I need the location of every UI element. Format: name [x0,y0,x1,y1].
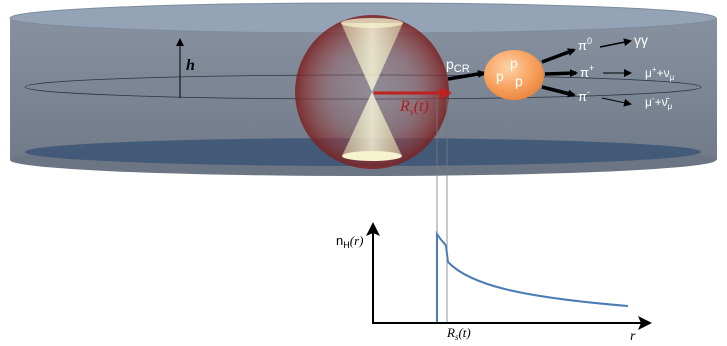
height-label: h [186,57,195,74]
piplus-label: π+ [580,63,594,80]
pi0-label: π0 [578,36,592,53]
density-profile: nH(r) r Rs(t) [336,222,652,344]
density-curve [436,230,629,322]
gamma-label: γγ [634,32,648,48]
piplus-arrow [544,69,578,78]
reaction-chain: pCR p p p π0 γγ π+ μ++νμ π- μ-+ν̄μ [446,32,675,111]
cosmic-ray-arrow [447,70,486,81]
proton-3: p [515,73,523,89]
x-tick-label: Rs(t) [446,325,471,342]
cosmic-ray-label: pCR [446,56,470,75]
muplus-label: μ++νμ [645,65,675,82]
proton-2: p [496,68,504,84]
gamma-arrow [599,38,632,48]
upper-cone-cap [341,18,403,28]
radius-label: Rs(t) [399,98,429,118]
remnant-sphere [295,15,449,169]
piminus-label: π- [578,87,590,104]
lower-cone [342,92,402,156]
pi0-arrow [541,48,576,64]
proton-target [484,50,544,100]
muminus-arrow [601,97,632,107]
upper-cone [341,23,403,92]
lower-cone-cap [342,151,402,161]
proton-1: p [510,55,518,71]
y-axis-label: nH(r) [336,233,363,250]
piminus-arrow [541,85,576,98]
x-axis-label: r [630,329,636,344]
muminus-label: μ-+ν̄μ [645,94,673,111]
height-marker: h [176,38,195,98]
